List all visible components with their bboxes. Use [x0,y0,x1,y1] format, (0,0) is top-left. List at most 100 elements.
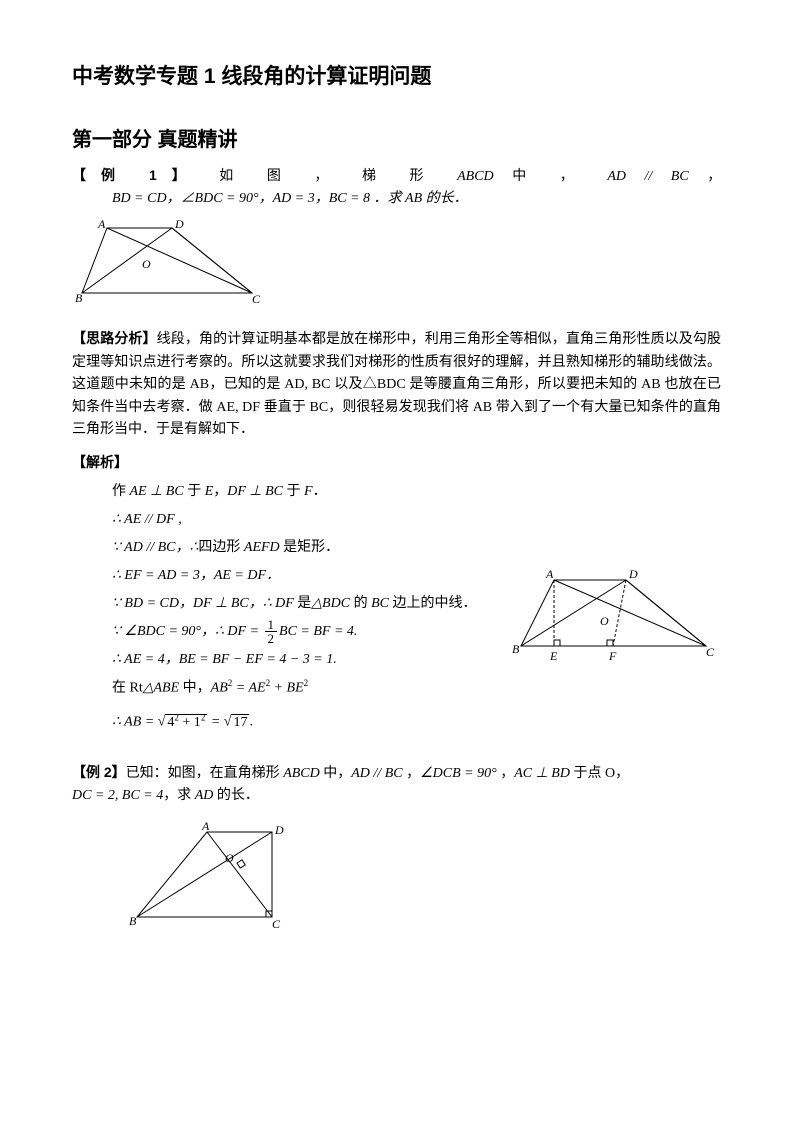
t: 形 [410,169,439,184]
svg-text:A: A [97,218,106,231]
fraction: 12 [265,618,278,645]
t: 在 Rt [112,680,143,695]
svg-text:A: A [545,568,554,581]
sol-line-3: ∵ AD // BC，∴四边形 AEFD 是矩形． [112,534,486,562]
t: AD // BC [351,766,402,781]
t: ABCD [457,169,494,184]
svg-text:E: E [549,649,558,663]
svg-text:D: D [628,568,638,581]
t: △BDC [311,596,353,611]
t: 是矩形． [280,540,340,555]
t: DF ⊥ BC [227,484,283,499]
svg-text:O: O [600,614,609,628]
t: ， [213,484,227,499]
svg-text:O: O [225,851,234,865]
t: ∵ BD = CD，DF ⊥ BC，∴ DF [112,596,297,611]
t: 作 [112,484,130,499]
t: ABCD [283,766,320,781]
t: ∵ AD // BC，∴ [112,540,198,555]
analysis-label: 【思路分析】 [72,330,157,346]
analysis-text: 线段，角的计算证明基本都是放在梯形中，利用三角形全等相似，直角三角形性质以及勾股… [72,332,721,437]
t: 图 [267,169,296,184]
t: E [205,484,214,499]
sol-line-8: 在 Rt△ABE 中，AB2 = AE2 + BE2 [112,674,486,703]
svg-text:B: B [512,642,520,656]
t: DC = 2, BC = 4 [72,788,163,803]
page-title: 中考数学专题 1 线段角的计算证明问题 [72,60,721,94]
t: 于 [283,484,304,499]
t: ， [403,766,421,781]
t: ， [497,766,515,781]
svg-text:D: D [174,218,184,231]
t: ，求 [163,788,195,803]
t: 是 [297,596,311,611]
t: ， [560,169,589,184]
solution-figure: A D B C E F O [506,568,721,668]
t: 如 [219,169,248,184]
t: ∠DCB = 90° [420,766,497,781]
t: . [249,715,253,730]
t: ∵ ∠BDC = 90°，∴ DF = [112,624,263,639]
t: AB [211,680,228,695]
t: ， [707,169,721,184]
ex2-label: 【例 2】 [72,764,126,780]
t: 四边形 [198,540,244,555]
t: ． [313,484,327,499]
t: 17 [231,714,249,730]
t: = [207,715,223,730]
t: AD // BC [607,169,688,184]
t: AE ⊥ BC [130,484,184,499]
ex1-figure: A D B C O [72,218,272,313]
section-heading: 第一部分 真题精讲 [72,124,721,156]
sol-line-7: ∴ AE = 4，BE = BF − EF = 4 − 3 = 1. [112,646,486,674]
solution-row: 作 AE ⊥ BC 于 E，DF ⊥ BC 于 F． ∴ AE // DF , … [72,478,721,737]
svg-text:A: A [201,822,210,833]
t: F [304,484,313,499]
svg-text:C: C [706,645,715,659]
t: 于点 O， [570,766,629,781]
svg-text:F: F [608,649,617,663]
t: △ABE [143,680,183,695]
t: AC ⊥ BD [514,766,570,781]
t: ， [314,169,343,184]
sol-line-4: ∴ EF = AD = 3，AE = DF． [112,562,486,590]
t: = AE [232,680,265,695]
svg-text:C: C [252,292,261,306]
t: ∴ AE = 4，BE = BF − EF = 4 − 3 = 1. [112,652,337,667]
t: AEFD [244,540,280,555]
t: ∴ EF = AD = 3，AE = DF． [112,568,280,583]
analysis-block: 【思路分析】线段，角的计算证明基本都是放在梯形中，利用三角形全等相似，直角三角形… [72,327,721,441]
example-2: 【例 2】已知：如图，在直角梯形 ABCD 中，AD // BC ，∠DCB =… [72,761,721,937]
svg-text:O: O [142,257,151,271]
solution-label: 【解析】 [72,451,721,473]
t: 梯 [362,169,391,184]
t: ∴ AB = [112,715,158,730]
svg-text:B: B [75,291,83,305]
t: 中， [320,766,352,781]
svg-text:C: C [272,917,281,931]
t: 的长． [213,788,259,803]
ex2-figure: A D B C O [122,822,302,937]
t: 中， [183,680,211,695]
t: 已知：如图，在直角梯形 [126,766,284,781]
t: ∴ AE // DF , [112,512,182,527]
ex1-line2: BD = CD，∠BDC = 90°，AD = 3，BC = 8 ．求 AB 的… [112,191,468,206]
t: 的 [354,596,368,611]
sol-line-2: ∴ AE // DF , [112,506,486,534]
ex1-label: 【例 1】 [72,167,201,183]
t: BC = BF = 4. [279,624,357,639]
sol-line-5: ∵ BD = CD，DF ⊥ BC，∴ DF 是△BDC 的 BC 边上的中线． [112,590,486,618]
t: AD [195,788,214,803]
svg-text:D: D [274,823,284,837]
sol-line-6: ∵ ∠BDC = 90°，∴ DF = 12BC = BF = 4. [112,618,486,646]
t: + 1 [179,715,201,730]
t: 边上的中线． [392,596,476,611]
example-1: 【例 1】 如 图 ， 梯 形 ABCD 中 ， AD // BC ， BD =… [72,164,721,314]
t: + BE [270,680,304,695]
t: 于 [184,484,205,499]
sol-line-9: ∴ AB = √42 + 12 = √17. [112,708,486,737]
svg-text:B: B [129,914,137,928]
sol-line-1: 作 AE ⊥ BC 于 E，DF ⊥ BC 于 F． [112,478,486,506]
t: 中 [512,169,541,184]
t: BC [368,596,393,611]
